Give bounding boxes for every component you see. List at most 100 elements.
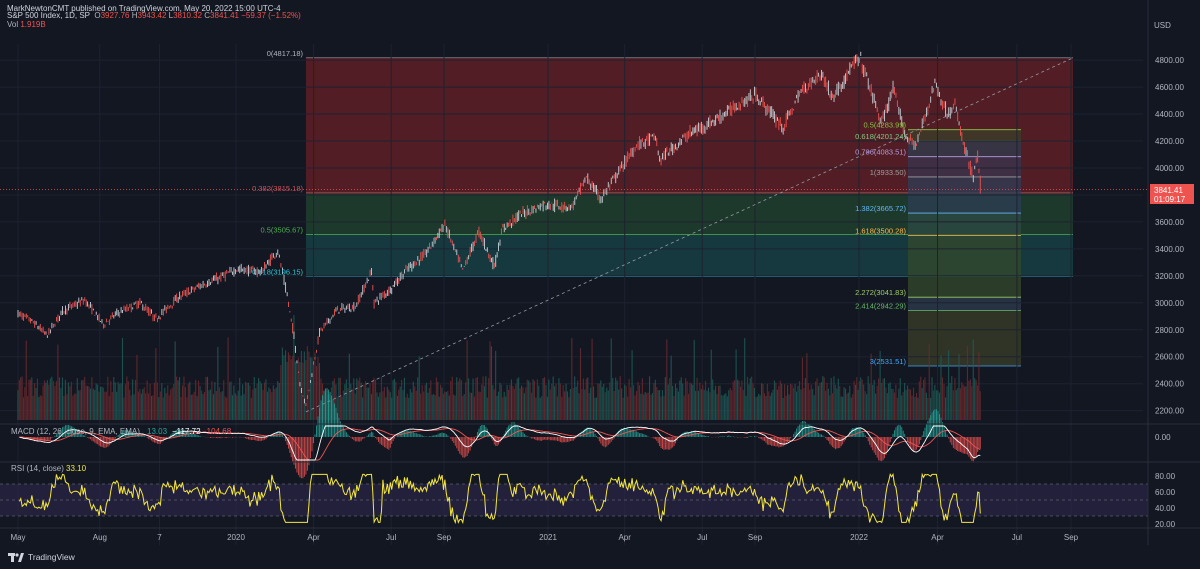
- macd-histogram-bar: [44, 437, 46, 442]
- macd-histogram-bar: [255, 437, 257, 441]
- volume-bar: [637, 381, 639, 420]
- volume-bar: [20, 377, 22, 420]
- macd-histogram-bar: [930, 415, 932, 437]
- volume-bar: [795, 391, 798, 420]
- tradingview-logo[interactable]: TradingView: [8, 552, 75, 562]
- volume-bar: [424, 384, 426, 420]
- macd-histogram-bar: [79, 433, 81, 437]
- volume-bar: [252, 389, 254, 420]
- macd-histogram-bar: [211, 437, 213, 438]
- volume-bar: [591, 338, 593, 420]
- volume-bar: [29, 379, 31, 420]
- rsi-pane: [0, 472, 1148, 525]
- volume-bar: [193, 391, 195, 420]
- macd-histogram-bar: [114, 437, 116, 439]
- volume-bar: [751, 376, 753, 420]
- macd-histogram-bar: [359, 437, 361, 442]
- macd-histogram-bar: [575, 437, 577, 438]
- volume-bar: [489, 341, 491, 420]
- volume-bar: [512, 386, 514, 420]
- macd-histogram-bar: [32, 437, 34, 441]
- volume-bars: [17, 315, 981, 420]
- macd-histogram-bar: [459, 437, 461, 454]
- volume-bar: [601, 386, 603, 420]
- volume-bar: [817, 385, 820, 420]
- rsi-tick-label: 20.00: [1155, 520, 1176, 529]
- volume-bar: [130, 395, 132, 420]
- fib-ext-zone: [908, 213, 1021, 236]
- macd-histogram-bar: [428, 436, 430, 437]
- macd-histogram-bar: [875, 437, 877, 455]
- macd-histogram-bar: [453, 437, 455, 443]
- volume-bar: [860, 377, 862, 420]
- volume-bar: [414, 386, 416, 420]
- volume-bar: [923, 380, 925, 420]
- volume-bar: [660, 396, 662, 420]
- macd-histogram-bar: [656, 437, 658, 441]
- ohlc-legend[interactable]: S&P 500 Index, 1D, SP O3927.76 H3943.42 …: [7, 11, 301, 20]
- volume-bar: [822, 376, 824, 420]
- volume-bar: [35, 388, 37, 420]
- macd-histogram-bar: [155, 437, 157, 443]
- volume-bar: [114, 382, 116, 420]
- volume-bar: [88, 386, 90, 420]
- volume-bar: [190, 394, 192, 420]
- volume-bar: [667, 384, 669, 420]
- macd-histogram-bar: [813, 428, 815, 437]
- volume-legend[interactable]: Vol 1.919B: [7, 20, 46, 29]
- volume-bar: [600, 380, 602, 420]
- volume-bar: [309, 357, 311, 420]
- macd-histogram-bar: [159, 437, 161, 444]
- rsi-label[interactable]: RSI (14, close): [11, 464, 64, 473]
- volume-bar: [21, 376, 23, 420]
- macd-histogram-bar: [45, 437, 47, 441]
- macd-histogram-bar: [546, 437, 548, 440]
- trendline[interactable]: [305, 57, 1074, 413]
- volume-bar: [725, 393, 727, 420]
- macd-histogram-bar: [319, 407, 321, 437]
- volume-bar: [423, 391, 425, 420]
- macd-histogram-bar: [386, 437, 388, 449]
- volume-bar: [607, 390, 609, 420]
- macd-histogram-bar: [917, 437, 919, 448]
- volume-bar: [876, 385, 878, 420]
- volume-bar: [224, 396, 226, 420]
- rsi-tick-label: 40.00: [1155, 504, 1176, 513]
- volume-bar: [64, 379, 66, 420]
- macd-histogram-bar: [264, 437, 266, 440]
- macd-histogram-bar: [928, 418, 930, 437]
- macd-histogram-bar: [327, 389, 329, 437]
- volume-bar: [812, 388, 814, 420]
- volume-bar: [687, 393, 690, 420]
- y-tick-label: 2400.00: [1155, 380, 1184, 389]
- macd-histogram-bar: [964, 437, 966, 454]
- volume-bar: [613, 391, 615, 420]
- volume-bar: [149, 383, 151, 420]
- volume-bar: [944, 397, 947, 420]
- macd-label[interactable]: MACD (12, 26, close, 9, EMA, EMA): [11, 427, 140, 436]
- macd-histogram-bar: [861, 430, 863, 437]
- volume-bar: [886, 393, 888, 420]
- volume-bar: [208, 390, 210, 420]
- macd-histogram-bar: [424, 436, 426, 437]
- fib-level-label: 0.5(3505.67): [260, 226, 303, 235]
- volume-bar: [507, 389, 510, 420]
- macd-histogram-bar: [133, 432, 135, 437]
- macd-histogram-bar: [819, 434, 821, 437]
- macd-histogram-bar: [294, 437, 296, 469]
- volume-bar: [412, 381, 414, 420]
- fib-ext-label: 2.272(3041.83): [855, 288, 906, 297]
- volume-bar: [168, 395, 170, 420]
- volume-bar: [240, 395, 242, 420]
- symbol-name[interactable]: S&P 500 Index, 1D, SP: [7, 11, 90, 20]
- volume-bar: [745, 395, 747, 420]
- volume-bar: [804, 378, 806, 420]
- volume-bar: [296, 361, 298, 420]
- volume-bar: [571, 338, 573, 420]
- macd-histogram-bar: [329, 391, 331, 437]
- volume-bar: [548, 379, 550, 420]
- macd-hist-value: 13.03: [147, 427, 168, 436]
- volume-bar: [134, 379, 137, 420]
- volume-bar: [700, 389, 702, 420]
